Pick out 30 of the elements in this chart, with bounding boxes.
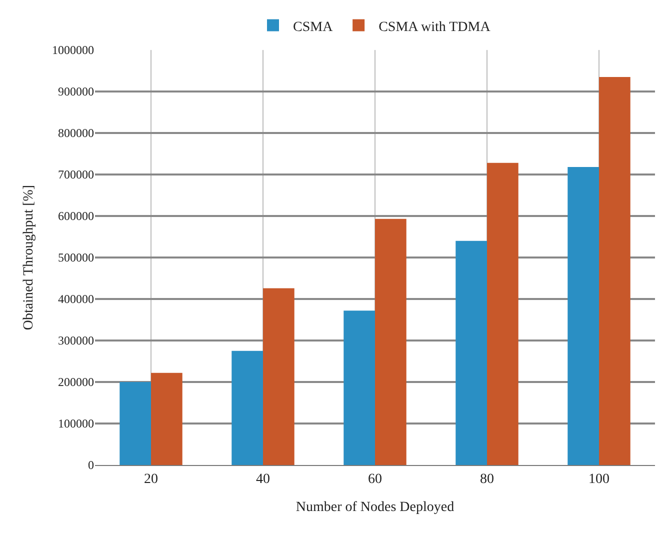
- y-tick-label: 500000: [58, 250, 94, 265]
- x-tick-label: 100: [588, 472, 610, 487]
- y-tick-label: 900000: [58, 84, 94, 99]
- x-tick-label: 80: [480, 472, 494, 487]
- bar: [120, 382, 151, 465]
- y-tick-label: 600000: [58, 209, 94, 224]
- bar: [487, 162, 518, 465]
- y-tick-label: 0: [88, 458, 94, 472]
- y-axis-title: Obtained Throughput [%]: [22, 184, 37, 330]
- y-tick-label: 700000: [58, 168, 94, 182]
- x-tick-label: 20: [144, 472, 158, 487]
- x-tick-label: 60: [368, 472, 382, 487]
- legend-label: CSMA: [293, 20, 334, 35]
- bar: [263, 288, 294, 465]
- bar: [232, 350, 263, 465]
- bar: [568, 167, 599, 465]
- y-tick-label: 100000: [58, 416, 94, 431]
- bar: [375, 218, 406, 465]
- y-tick-label: 800000: [58, 126, 94, 140]
- y-tick-label: 200000: [58, 375, 94, 390]
- bar: [151, 372, 182, 465]
- y-tick-label: 300000: [58, 334, 94, 348]
- bar: [456, 240, 487, 465]
- bar: [344, 310, 375, 465]
- y-tick-label: 1000000: [52, 43, 94, 58]
- bar: [599, 76, 630, 465]
- legend-label: CSMA with TDMA: [378, 20, 492, 35]
- y-tick-label: 400000: [58, 292, 94, 306]
- x-tick-label: 40: [256, 472, 270, 487]
- x-axis-title: Number of Nodes Deployed: [296, 500, 454, 516]
